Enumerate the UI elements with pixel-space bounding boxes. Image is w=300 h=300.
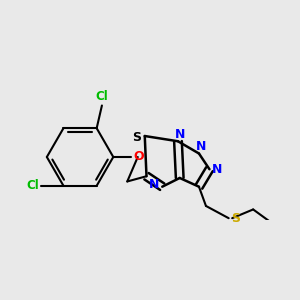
Text: N: N: [149, 178, 160, 191]
Text: N: N: [212, 163, 222, 176]
Text: Cl: Cl: [95, 90, 108, 103]
Text: O: O: [133, 151, 144, 164]
Text: S: S: [133, 131, 142, 144]
Text: S: S: [232, 212, 241, 225]
Text: Cl: Cl: [26, 179, 39, 192]
Text: N: N: [196, 140, 206, 153]
Text: N: N: [175, 128, 185, 141]
